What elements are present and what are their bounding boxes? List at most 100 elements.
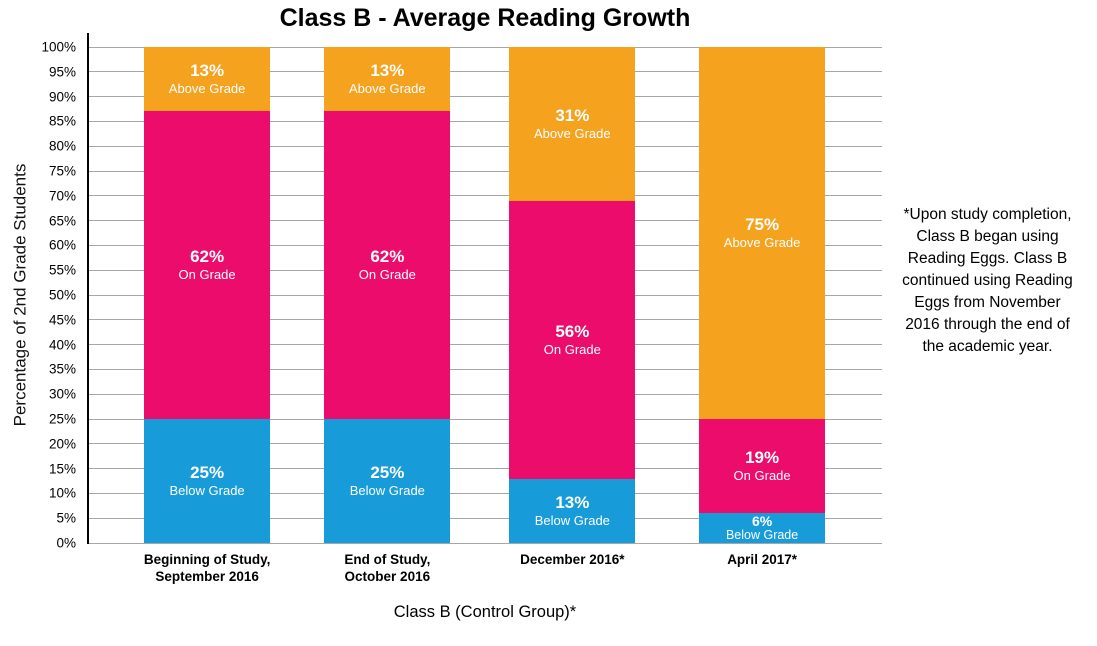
segment-series-label: Above Grade [168, 81, 246, 97]
bar-segment-on-grade: 62% On Grade [144, 111, 271, 419]
gridline [88, 393, 882, 395]
y-tick-label: 95% [48, 64, 76, 80]
segment-series-label: Above Grade [349, 81, 426, 97]
bar-segment-below-grade: 6% Below Grade [699, 512, 826, 543]
bar-3: 31% Above Grade 56% On Grade 13% Below Grade [509, 47, 636, 543]
bar-segment-on-grade: 62% On Grade [324, 111, 451, 419]
y-tick-label: 35% [48, 361, 76, 377]
segment-value-label: 25% [370, 462, 405, 482]
segment-series-label: On Grade [543, 341, 601, 357]
y-tick-label: 60% [48, 237, 76, 253]
annotation-line: the academic year. [922, 338, 1053, 355]
gridline [88, 96, 882, 98]
bar-segment-below-grade: 25% Below Grade [324, 418, 451, 543]
annotation-note: *Upon study completion, Class B began usi… [880, 204, 1095, 358]
gridline [88, 195, 882, 197]
chart-title: Class B - Average Reading Growth [279, 4, 691, 32]
bar-segment-below-grade: 13% Below Grade [509, 478, 636, 543]
gridline [88, 71, 882, 73]
gridline [88, 244, 882, 246]
gridline [88, 220, 882, 222]
segment-value-label: 13% [370, 61, 405, 81]
bar-segment-above-grade: 13% Above Grade [144, 47, 271, 112]
y-axis-tick-labels: 0% 5% 10% 15% 20% 25% 30% 35% 40% 45% 50% 55% 60% 65%… [0, 40, 80, 551]
segment-series-label: Below Grade [169, 483, 245, 499]
x-category-label: Beginning of Study, September 2016 [112, 551, 302, 585]
y-tick-label: 5% [56, 510, 76, 526]
segment-series-label: On Grade [178, 267, 236, 283]
gridline [88, 443, 882, 445]
gridline [88, 120, 882, 122]
x-category-label: December 2016* [477, 551, 667, 568]
x-category-label: April 2017* [667, 551, 857, 568]
gridline [88, 145, 882, 147]
gridline [88, 170, 882, 172]
y-tick-label: 100% [41, 39, 76, 55]
y-tick-label: 20% [48, 436, 76, 452]
annotation-line: continued using Reading [902, 272, 1073, 289]
y-tick-label: 10% [48, 485, 76, 501]
segment-series-label: Below Grade [349, 483, 425, 499]
gridline [88, 418, 882, 420]
gridline [88, 368, 882, 370]
bar-segment-on-grade: 19% On Grade [699, 419, 826, 514]
segment-series-label: Above Grade [723, 235, 801, 251]
bar-segment-above-grade: 75% Above Grade [699, 47, 826, 419]
x-category-label-line: December 2016* [520, 552, 625, 567]
segment-series-label: Below Grade [725, 527, 799, 542]
segment-value-label: 13% [190, 61, 225, 81]
y-tick-label: 85% [48, 113, 76, 129]
bar-segment-on-grade: 56% On Grade [509, 200, 636, 479]
y-tick-label: 0% [56, 535, 76, 551]
x-category-label-line: End of Study, [344, 552, 431, 567]
segment-value-label: 13% [555, 492, 590, 512]
y-tick-label: 40% [48, 337, 76, 353]
x-category-label: End of Study, October 2016 [292, 551, 482, 585]
bar-segment-above-grade: 31% Above Grade [509, 47, 636, 201]
gridline [88, 294, 882, 296]
x-axis-category-labels: Beginning of Study, September 2016 End of … [88, 551, 882, 595]
annotation-line: 2016 through the end of [905, 316, 1070, 333]
y-axis-line [87, 33, 89, 544]
bar-segment-above-grade: 13% Above Grade [324, 47, 451, 112]
segment-series-label: On Grade [733, 468, 791, 484]
annotation-line: Reading Eggs. Class B [907, 250, 1068, 267]
annotation-line: *Upon study completion, [903, 206, 1072, 223]
y-tick-label: 30% [48, 386, 76, 402]
segment-series-label: Above Grade [534, 126, 611, 142]
y-tick-label: 55% [48, 262, 76, 278]
bar-1: 13% Above Grade 62% On Grade 25% Below Grade [144, 47, 271, 543]
y-tick-label: 90% [48, 89, 76, 105]
y-tick-label: 70% [48, 188, 76, 204]
y-tick-label: 65% [48, 213, 76, 229]
x-category-label-line: October 2016 [344, 569, 431, 584]
bar-2: 13% Above Grade 62% On Grade 25% Below Grade [324, 47, 451, 543]
x-axis-title: Class B (Control Group)* [393, 603, 577, 621]
y-tick-label: 45% [48, 312, 76, 328]
segment-value-label: 25% [190, 462, 225, 482]
y-tick-label: 75% [48, 163, 76, 179]
y-tick-label: 25% [48, 411, 76, 427]
x-category-label-line: September 2016 [155, 569, 259, 584]
gridline [88, 492, 882, 494]
annotation-line: Eggs from November [914, 294, 1061, 311]
gridline [88, 319, 882, 321]
gridline [88, 269, 882, 271]
gridline [88, 542, 882, 544]
gridline [88, 468, 882, 470]
x-category-label-line: Beginning of Study, [143, 552, 271, 567]
segment-value-label: 6% [751, 512, 773, 529]
bar-segment-below-grade: 25% Below Grade [144, 418, 271, 543]
annotation-line: Class B began using [916, 228, 1059, 245]
segment-value-label: 62% [370, 247, 405, 267]
segment-value-label: 62% [190, 247, 225, 267]
y-tick-label: 15% [48, 461, 76, 477]
segment-series-label: Below Grade [534, 512, 610, 528]
y-tick-label: 50% [48, 287, 76, 303]
segment-value-label: 19% [745, 448, 780, 468]
segment-value-label: 31% [555, 105, 590, 125]
gridline [88, 517, 882, 519]
segment-value-label: 56% [555, 321, 590, 341]
plot-area: 13% Above Grade 62% On Grade 25% Below Grade 1… [87, 33, 882, 544]
